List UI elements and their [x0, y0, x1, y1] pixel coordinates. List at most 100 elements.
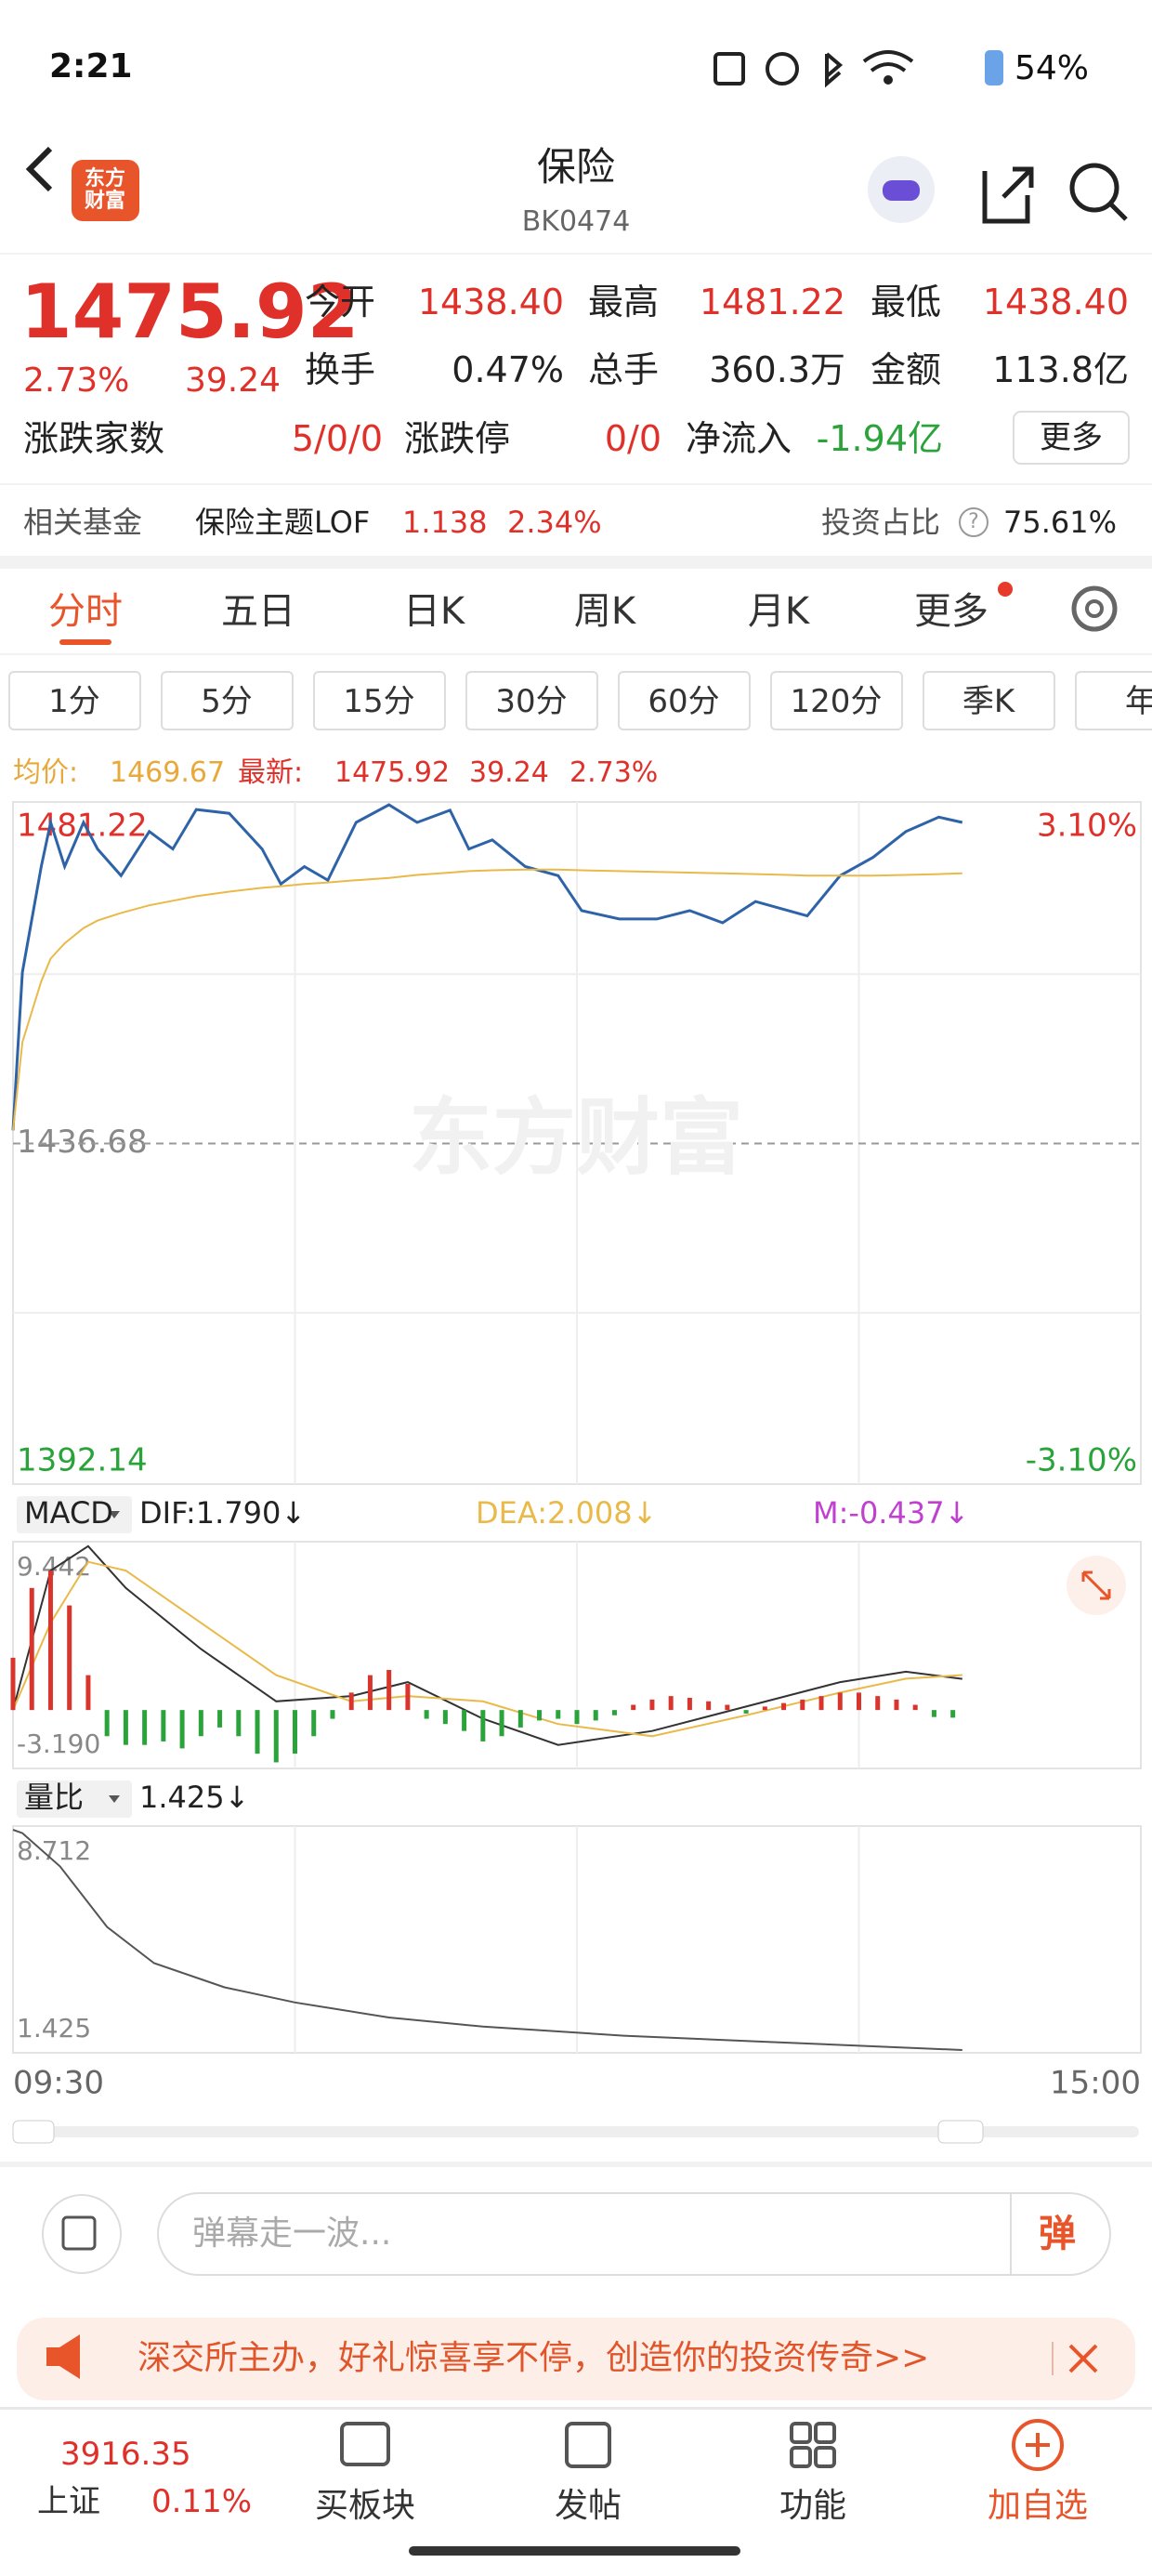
indicator-name: MACD [24, 1495, 113, 1531]
comment-placeholder[interactable]: 弹幕走一波... [192, 2215, 392, 2253]
macd-bar [123, 1710, 128, 1745]
macd-bar [875, 1696, 881, 1711]
field-label: 换手 [305, 349, 376, 390]
close-icon[interactable] [1068, 2344, 1098, 2373]
latest-label: 最新: [238, 756, 304, 789]
macd-bar [912, 1704, 918, 1711]
danmaku-button[interactable]: 弹 [1039, 2213, 1076, 2255]
period-label[interactable]: 30分 [495, 683, 568, 720]
field-value: 113.8亿 [992, 349, 1129, 390]
ratio-label: 投资占比 [821, 505, 941, 540]
period-button[interactable] [1075, 671, 1152, 730]
period-label[interactable]: 60分 [648, 683, 720, 720]
series-line [11, 803, 963, 1131]
period-button[interactable] [923, 671, 1055, 730]
field-label: 涨跌家数 [23, 418, 165, 459]
field-label: 净流入 [686, 418, 792, 459]
period-button[interactable] [313, 671, 446, 730]
search-icon[interactable] [1069, 163, 1119, 213]
macd-bar [442, 1710, 448, 1725]
indicator-select[interactable] [17, 1496, 132, 1533]
more-button[interactable] [1013, 411, 1130, 465]
macd-bar [837, 1692, 843, 1711]
tab[interactable]: 五日 [221, 590, 295, 633]
logo [72, 160, 139, 221]
macd-bar [330, 1710, 335, 1719]
avg-label: 均价: [13, 756, 79, 789]
nav-item[interactable]: 加自选 [987, 2487, 1089, 2525]
period-button[interactable] [465, 671, 598, 730]
tab[interactable]: 日K [402, 590, 465, 633]
macd-bar [293, 1710, 297, 1755]
scroll-handle[interactable] [937, 2120, 984, 2144]
macd-bar [706, 1701, 712, 1711]
macd-bar [611, 1710, 617, 1715]
comment-input[interactable] [157, 2192, 1111, 2276]
series-line [12, 1544, 962, 1746]
macd-bar [517, 1710, 523, 1728]
macd-bar [273, 1710, 279, 1763]
period-button[interactable] [770, 671, 903, 730]
field-label: 最低 [871, 282, 942, 322]
period-label[interactable]: 年 [1125, 683, 1152, 720]
macd-bar [142, 1710, 148, 1745]
fund-name[interactable]: 保险主题LOF [195, 505, 371, 540]
macd-bar [10, 1657, 16, 1711]
legend-entry: DIF:1.790↓ [139, 1495, 306, 1531]
y-tick-label: 1.425 [17, 2013, 91, 2044]
nav-item[interactable]: 发帖 [554, 2487, 622, 2525]
nav-item[interactable]: 买板块 [314, 2487, 416, 2525]
index-value: 3916.35 [60, 2436, 191, 2473]
field-label: 总手 [588, 349, 660, 390]
more-button[interactable]: 更多 [1040, 419, 1103, 456]
macd-bar [236, 1710, 242, 1737]
period-button[interactable] [8, 671, 141, 730]
macd-bar [818, 1696, 824, 1711]
divider [0, 653, 1152, 655]
macd-bar [386, 1669, 392, 1711]
indicator-select[interactable] [17, 1781, 132, 1818]
scrollbar[interactable] [13, 2126, 1139, 2137]
field-value: 1438.40 [982, 282, 1129, 322]
banner[interactable] [17, 2318, 1135, 2400]
divider [0, 2407, 1152, 2410]
period-label[interactable]: 5分 [201, 683, 253, 720]
comment-icon[interactable] [42, 2194, 122, 2274]
settings-icon[interactable] [1071, 585, 1118, 632]
period-label[interactable]: 15分 [343, 683, 415, 720]
back-icon[interactable] [25, 146, 53, 192]
banner-text[interactable]: 深交所主办，好礼惊喜享不停，创造你的投资传奇>> [137, 2339, 930, 2377]
fund-pct: 2.34% [507, 505, 602, 540]
tab[interactable]: 分时 [48, 590, 123, 633]
latest-pct: 2.73% [569, 756, 659, 789]
macd-bar [894, 1699, 899, 1711]
y-tick-label: 1392.14 [17, 1442, 148, 1479]
ratio: 75.61% [1003, 505, 1118, 540]
help-text: ? [968, 510, 979, 533]
macd-bar [104, 1710, 110, 1737]
x-tick-label: 09:30 [13, 2065, 104, 2102]
tab[interactable]: 周K [573, 590, 636, 633]
period-button[interactable] [161, 671, 294, 730]
period-label[interactable]: 1分 [48, 683, 100, 720]
change: 39.24 [184, 361, 281, 400]
change-pct: 2.73% [23, 361, 130, 400]
badge [998, 582, 1013, 597]
macd-bar [556, 1710, 561, 1719]
period-button[interactable] [618, 671, 751, 730]
tab[interactable]: 更多 [914, 590, 988, 633]
series-line [12, 868, 962, 1131]
macd-bar [537, 1710, 543, 1721]
tab[interactable]: 月K [747, 590, 810, 633]
help-icon[interactable] [959, 507, 988, 537]
scroll-handle[interactable] [12, 2120, 55, 2144]
field-value: 1481.22 [699, 282, 845, 322]
macd-bar [217, 1710, 223, 1728]
period-label[interactable]: 120分 [790, 683, 883, 720]
macd-bar [480, 1710, 486, 1741]
nav-item[interactable]: 功能 [779, 2487, 847, 2525]
period-label[interactable]: 季K [962, 683, 1015, 720]
share-icon[interactable] [982, 166, 1034, 224]
